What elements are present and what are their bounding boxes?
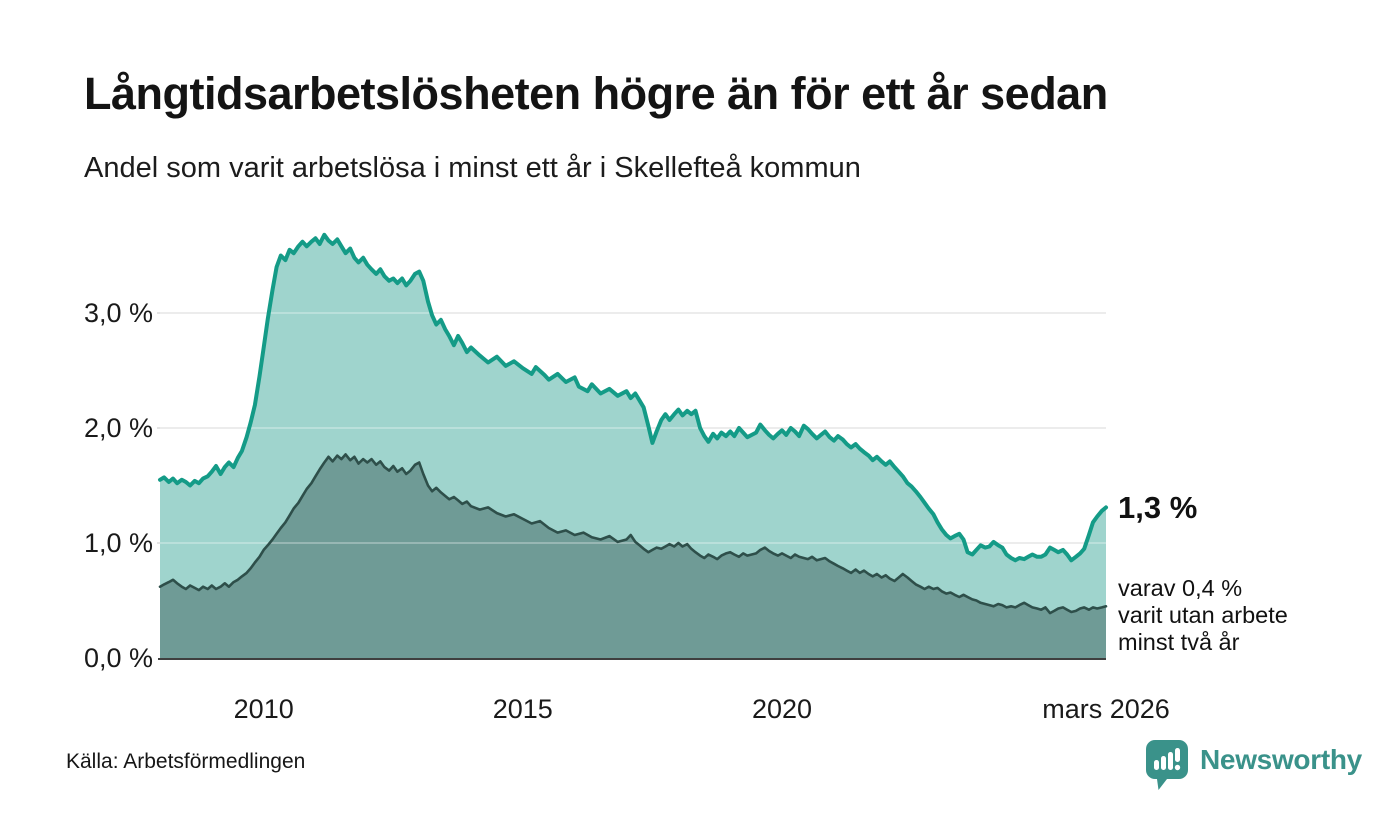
x-tick-label: 2015 (493, 694, 553, 724)
secondary-annotation-line: varav 0,4 % (1118, 575, 1243, 601)
page-title: Långtidsarbetslösheten högre än för ett … (84, 68, 1108, 119)
y-tick-label: 1,0 % (84, 528, 153, 558)
x-tick-label: 2020 (752, 694, 812, 724)
newsworthy-wordmark: Newsworthy (1200, 744, 1362, 775)
line-unemployed-2yr (158, 453, 1108, 615)
newsworthy-bubble-chart-icon (1146, 740, 1188, 790)
line-unemployed-1yr (158, 232, 1108, 563)
y-tick-label: 3,0 % (84, 298, 153, 328)
chart-subtitle: Andel som varit arbetslösa i minst ett å… (84, 152, 861, 184)
x-tick-label: 2010 (234, 694, 294, 724)
newsworthy-logo: Newsworthy (1146, 740, 1362, 792)
secondary-annotation-line: minst två år (1118, 629, 1240, 655)
y-tick-label: 2,0 % (84, 413, 153, 443)
area-unemployed-2yr (160, 454, 1106, 658)
x-tick-label: mars 2026 (1042, 694, 1170, 724)
source-credit: Källa: Arbetsförmedlingen (66, 750, 306, 773)
secondary-value-annotation: varav 0,4 % varit utan arbete minst två … (1118, 575, 1288, 656)
y-tick-label: 0,0 % (84, 643, 153, 673)
secondary-annotation-line: varit utan arbete (1118, 602, 1288, 628)
latest-value-label: 1,3 % (1118, 490, 1198, 525)
